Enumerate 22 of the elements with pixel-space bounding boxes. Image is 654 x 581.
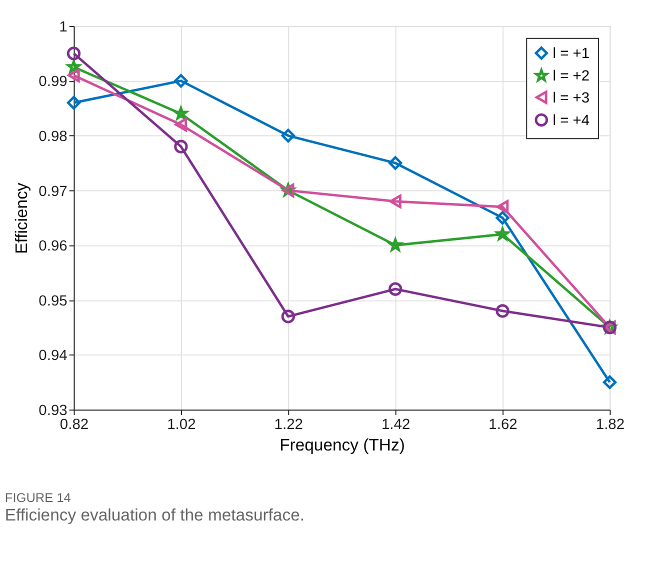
legend-label: l = +2 bbox=[552, 68, 590, 85]
legend-label: l = +4 bbox=[552, 112, 590, 129]
y-tick-label: 0.95 bbox=[38, 293, 68, 310]
y-tick-label: 0.93 bbox=[38, 403, 68, 419]
x-tick-label: 1.02 bbox=[167, 416, 196, 433]
y-tick-label: 0.99 bbox=[38, 74, 68, 90]
x-tick-label: 1.82 bbox=[596, 416, 625, 433]
y-tick-label: 0.97 bbox=[38, 184, 68, 200]
x-tick-label: 1.22 bbox=[274, 416, 304, 433]
x-axis-title: Frequency (THz) bbox=[280, 435, 405, 454]
x-tick-label: 0.82 bbox=[60, 416, 89, 433]
legend-label: l = +3 bbox=[552, 90, 590, 106]
legend-label: l = +1 bbox=[552, 46, 590, 62]
y-tick-label: 0.96 bbox=[38, 238, 68, 255]
y-tick-label: 0.94 bbox=[38, 348, 68, 364]
y-tick-label: 1 bbox=[59, 19, 68, 36]
x-tick-label: 1.42 bbox=[381, 416, 410, 433]
y-axis-title: Efficiency bbox=[12, 182, 31, 254]
text: Efficiency evaluation of the metasurface. bbox=[4, 506, 305, 525]
caption: FIGURE 14 bbox=[4, 490, 71, 506]
x-tick-label: 1.62 bbox=[488, 416, 518, 433]
y-tick-label: 0.98 bbox=[38, 129, 68, 146]
